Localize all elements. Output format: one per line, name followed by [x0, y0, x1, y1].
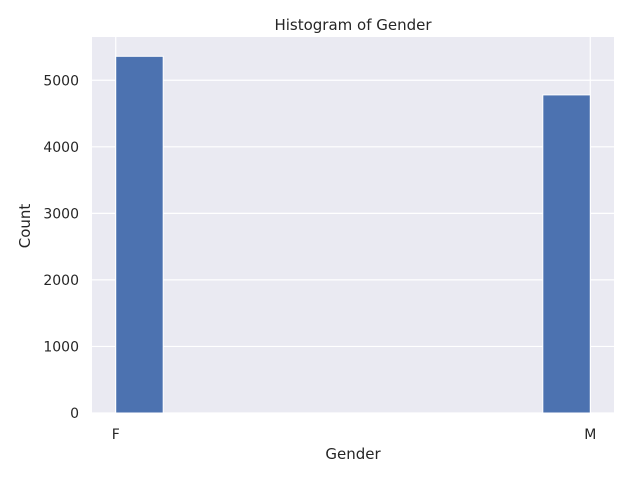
- y-tick-label: 2000: [43, 273, 79, 289]
- bar-f: [115, 55, 164, 414]
- y-tick-label: 3000: [43, 206, 79, 222]
- y-tick-label: 0: [70, 406, 79, 422]
- bar-m: [542, 94, 591, 414]
- x-axis-title: Gender: [325, 445, 381, 463]
- chart-title: Histogram of Gender: [274, 16, 432, 34]
- y-tick-label: 4000: [43, 140, 79, 156]
- y-axis-ticks: 0 1000 2000 3000 4000 5000: [43, 73, 79, 422]
- x-tick-label: M: [584, 427, 596, 443]
- x-tick-label: F: [112, 427, 120, 443]
- y-tick-label: 1000: [43, 339, 79, 355]
- plot-area: [92, 37, 614, 413]
- y-tick-label: 5000: [43, 73, 79, 89]
- bars: [115, 55, 591, 414]
- y-axis-title: Count: [16, 204, 34, 249]
